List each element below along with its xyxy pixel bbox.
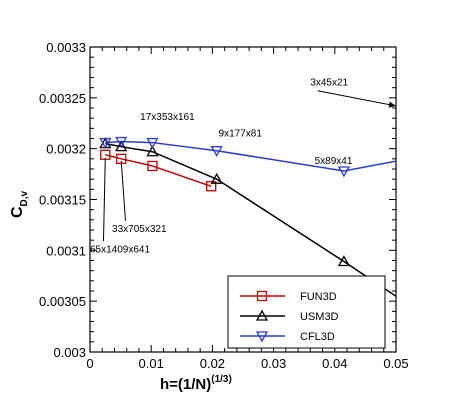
legend-label: USM3D [300, 311, 339, 323]
data-point [206, 181, 217, 192]
series-line [105, 142, 396, 298]
grid-size-annotation: 33x705x321 [112, 224, 167, 235]
y-tick-label: 0.003 [53, 345, 86, 360]
legend-entry: CFL3D [240, 331, 335, 343]
legend-label: FUN3D [300, 291, 337, 303]
axis-titles: h=(1/N)(1/3) CD,v [9, 190, 232, 393]
series-usm3d [99, 137, 396, 298]
grid-size-annotation: 5x89x41 [315, 156, 353, 167]
data-point [99, 137, 112, 149]
data-point [146, 145, 159, 157]
legend-marker [256, 290, 268, 302]
y-axis-title: CD,v [9, 190, 30, 218]
y-tick-label: 0.00305 [39, 294, 86, 309]
y-tick-label: 0.0032 [46, 142, 86, 157]
legend-label: CFL3D [300, 331, 335, 343]
x-tick-label: 0.01 [139, 356, 164, 371]
legend-entry: USM3D [240, 309, 339, 323]
grid-size-annotation: 3x45x21 [310, 78, 348, 89]
y-tick-label: 0.0031 [46, 243, 86, 258]
grid-size-annotation: 65x1409x641 [90, 244, 150, 255]
legend-entry: FUN3D [240, 290, 337, 303]
grid-size-annotation: 9x177x81 [219, 128, 263, 139]
y-axis-title-subscript: D,v [19, 190, 30, 206]
data-point [115, 140, 128, 152]
x-tick-label: 0 [86, 356, 93, 371]
legend: FUN3D USM3D CFL3D [227, 275, 386, 349]
annotation-leader [317, 90, 397, 107]
data-point [147, 160, 158, 172]
x-axis-title: h=(1/N)(1/3) [160, 374, 232, 393]
annotations-layer: 3x45x21 17x353x161 9x177x81 5x89x41 33x705x3… [90, 78, 397, 255]
y-tick-label: 0.00325 [39, 91, 86, 106]
legend-marker [255, 331, 269, 343]
y-tick-label: 0.0033 [46, 40, 86, 55]
series-cfl3d [99, 136, 396, 178]
series-line [105, 154, 212, 187]
x-tick-label: 0.02 [200, 356, 225, 371]
annotation-arrowhead [388, 101, 396, 108]
annotation-leader [102, 157, 106, 242]
series-layer [99, 136, 396, 298]
annotation-leader [120, 160, 126, 221]
data-point [337, 166, 351, 178]
x-tick-label: 0.05 [383, 356, 408, 371]
data-point [146, 137, 159, 149]
grid-size-annotation: 17x353x161 [140, 112, 195, 123]
data-point [210, 172, 223, 184]
data-point [210, 146, 223, 158]
axes: 0 0.01 0.02 0.03 0.04 0.05 0.003 0.00305 0.0031 0… [39, 40, 409, 371]
data-point [115, 136, 128, 148]
y-tick-label: 0.00315 [39, 193, 86, 208]
x-axis-title-superscript: (1/3) [211, 374, 232, 385]
legend-marker [255, 309, 269, 321]
data-point [337, 255, 351, 267]
x-tick-label: 0.04 [322, 356, 347, 371]
x-tick-label: 0.03 [261, 356, 286, 371]
